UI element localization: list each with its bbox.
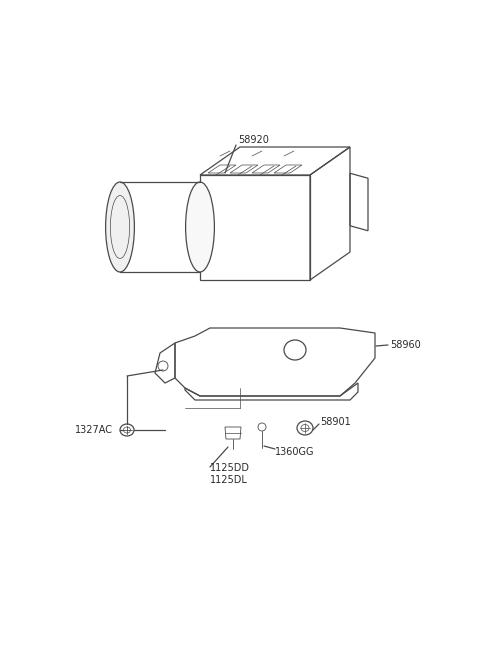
- Text: 58901: 58901: [320, 417, 351, 427]
- Text: 1327AC: 1327AC: [75, 425, 113, 435]
- Text: 1125DL: 1125DL: [210, 475, 248, 485]
- Text: 58960: 58960: [390, 340, 421, 350]
- Ellipse shape: [186, 182, 215, 272]
- Text: 58920: 58920: [238, 135, 269, 145]
- Ellipse shape: [106, 182, 134, 272]
- Text: 1125DD: 1125DD: [210, 463, 250, 473]
- Text: 1360GG: 1360GG: [275, 447, 314, 457]
